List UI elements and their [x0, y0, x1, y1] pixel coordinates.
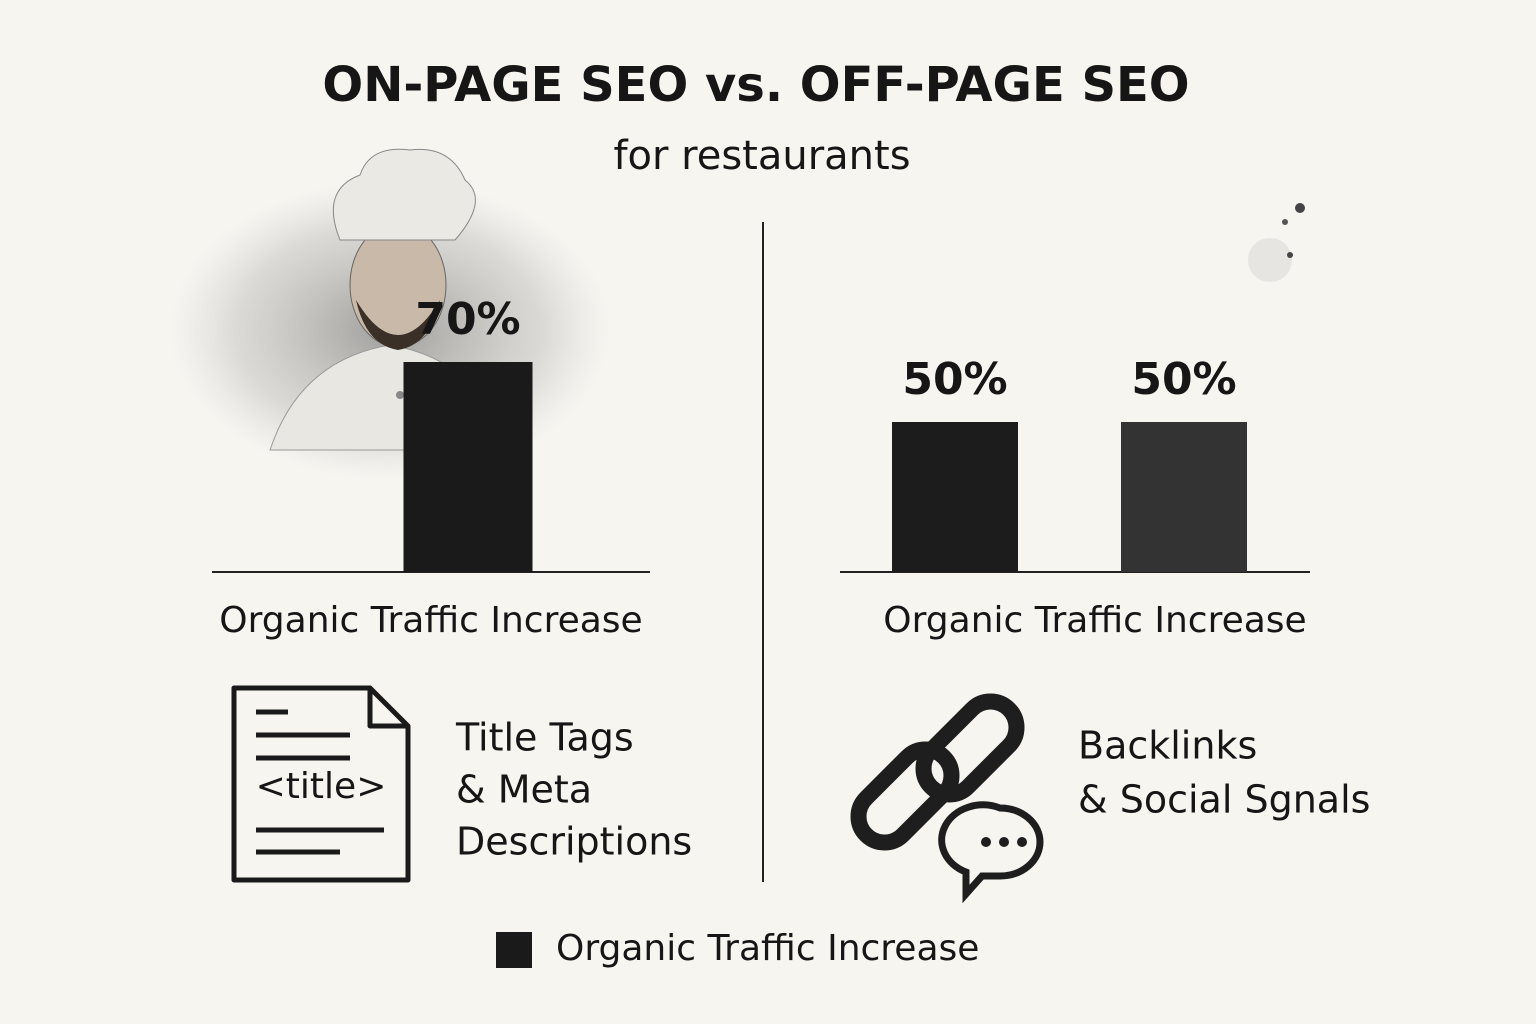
value-label: 70% — [415, 294, 520, 345]
splatter — [1248, 203, 1305, 282]
caption-line: Title Tags — [455, 716, 634, 760]
document-icon — [231, 685, 411, 883]
legend-label: Organic Traffic Increase — [556, 928, 979, 969]
bar — [1121, 422, 1247, 572]
value-label: 50% — [1131, 354, 1236, 405]
page-title: ON-PAGE SEO vs. OFF-PAGE SEO — [322, 57, 1189, 113]
caption-line: & Meta — [456, 768, 592, 812]
bar — [403, 362, 533, 572]
x-axis-label: Organic Traffic Increase — [219, 600, 642, 641]
value-label: 50% — [902, 354, 1007, 405]
icon-text: <title> — [256, 766, 387, 807]
x-axis-label: Organic Traffic Increase — [883, 600, 1306, 641]
caption-line: & Social Sgnals — [1078, 778, 1370, 822]
caption-line: Descriptions — [456, 820, 692, 864]
caption-line: Backlinks — [1078, 724, 1257, 768]
page-subtitle: for restaurants — [613, 133, 910, 179]
chat-icon — [938, 801, 1044, 904]
bar — [892, 422, 1018, 572]
chain-icon — [850, 693, 1025, 851]
legend-swatch — [496, 932, 532, 968]
